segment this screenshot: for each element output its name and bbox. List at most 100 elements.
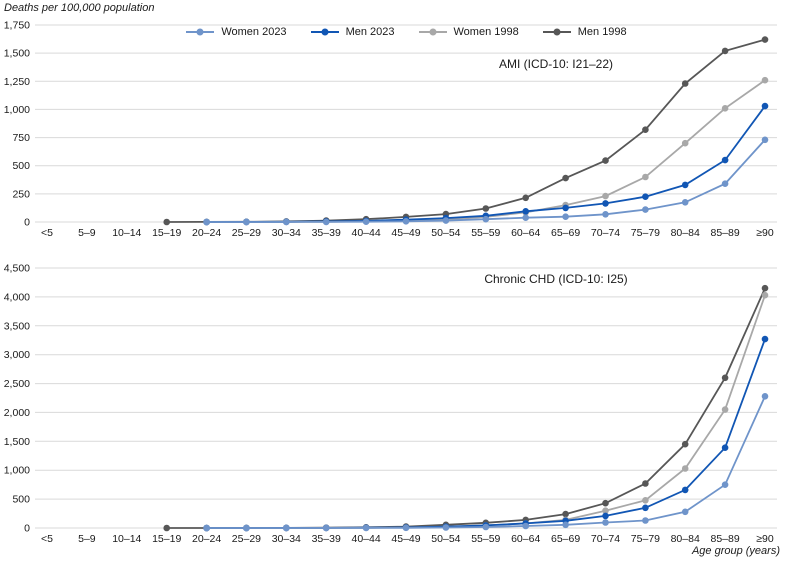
x-tick-label: 65–69 [551, 533, 580, 545]
data-point-marker [602, 157, 609, 164]
data-point-marker [482, 205, 490, 212]
data-point-marker [721, 481, 729, 489]
y-tick-label: 1,250 [4, 76, 30, 88]
x-tick-label: 10–14 [112, 227, 141, 239]
data-point-marker [681, 199, 689, 206]
data-point-marker [203, 218, 210, 226]
data-point-marker [482, 215, 490, 223]
series-line-men-1998 [166, 287, 766, 529]
data-point-marker [562, 510, 569, 518]
y-tick-label: 4,000 [4, 291, 30, 303]
x-tick-label: ≥90 [756, 533, 774, 545]
legend-item-men-1998: Men 1998 [542, 26, 627, 38]
data-point-marker [642, 193, 649, 200]
series-line-women-1998 [206, 294, 766, 529]
data-point-marker [642, 517, 649, 524]
data-point-marker [642, 126, 649, 133]
x-tick-label: 35–39 [312, 533, 341, 545]
data-point-marker [602, 519, 609, 526]
x-tick-label: 85–89 [710, 533, 739, 545]
x-tick-label: <5 [41, 227, 53, 239]
data-point-marker [522, 194, 529, 202]
legend-item-women-2023: Women 2023 [186, 26, 287, 38]
x-tick-label: 60–64 [511, 533, 540, 545]
data-point-marker [721, 105, 729, 112]
legend-dot-icon [196, 28, 204, 36]
data-point-marker [642, 480, 649, 487]
x-tick-label: 50–54 [431, 533, 460, 545]
y-tick-label: 250 [12, 188, 30, 200]
data-point-marker [362, 524, 370, 532]
data-point-marker [562, 204, 569, 212]
data-point-marker [681, 486, 689, 494]
data-point-marker [721, 180, 729, 187]
data-point-marker [402, 218, 410, 225]
data-point-marker [642, 497, 649, 504]
data-point-marker [761, 102, 769, 110]
data-point-marker [322, 218, 330, 226]
x-tick-label: 25–29 [232, 227, 261, 239]
x-tick-label: 25–29 [232, 533, 261, 545]
y-tick-label: 1,000 [4, 465, 30, 477]
chart-title-ami: AMI (ICD-10: I21–22) [498, 57, 614, 71]
legend-dot-icon [321, 28, 329, 36]
x-tick-label: 45–49 [391, 227, 420, 239]
x-tick-label: 65–69 [551, 227, 580, 239]
legend-label: Women 2023 [221, 26, 287, 38]
y-tick-label: 500 [12, 494, 30, 506]
data-point-marker [522, 208, 529, 215]
x-tick-label: 40–44 [351, 227, 380, 239]
data-point-marker [243, 218, 250, 226]
legend-dot-icon [553, 28, 561, 36]
x-tick-label: 70–74 [591, 227, 620, 239]
data-point-marker [442, 524, 450, 531]
series-line-women-1998 [206, 79, 766, 223]
x-tick-label: 60–64 [511, 227, 540, 239]
series-line-women-2023 [206, 395, 766, 529]
data-point-marker [642, 504, 649, 512]
x-tick-label: 40–44 [351, 533, 380, 545]
y-tick-label: 4,500 [4, 263, 30, 275]
data-point-marker [163, 524, 170, 532]
data-point-marker [761, 136, 769, 144]
y-tick-label: 750 [12, 132, 30, 144]
legend-item-women-1998: Women 1998 [418, 26, 519, 38]
data-point-marker [322, 524, 330, 532]
y-tick-label: 3,500 [4, 320, 30, 332]
data-point-marker [761, 76, 769, 84]
x-tick-label: 10–14 [112, 533, 141, 545]
y-tick-label: 0 [24, 523, 30, 535]
data-point-marker [642, 173, 649, 181]
data-point-marker [681, 80, 689, 87]
x-tick-label: 35–39 [312, 227, 341, 239]
data-point-marker [681, 465, 689, 472]
data-point-marker [761, 36, 769, 43]
data-point-marker [562, 174, 569, 182]
data-point-marker [442, 217, 450, 224]
x-tick-label: 80–84 [671, 533, 700, 545]
chart-legend: Women 2023 Men 2023 Women 1998 Men 1998 [36, 24, 777, 40]
x-tick-label: ≥90 [756, 227, 774, 239]
data-point-marker [761, 393, 769, 400]
legend-label: Women 1998 [453, 26, 519, 38]
data-point-marker [402, 524, 410, 532]
x-axis-title: Age group (years) [691, 545, 780, 557]
x-tick-label: 30–34 [272, 533, 301, 545]
y-tick-label: 500 [12, 160, 30, 172]
y-tick-label: 1,750 [4, 20, 30, 32]
y-tick-label: 1,500 [4, 436, 30, 448]
x-tick-label: 75–79 [631, 227, 660, 239]
y-tick-label: 1,500 [4, 48, 30, 60]
x-tick-label: <5 [41, 533, 53, 545]
data-point-marker [203, 524, 210, 532]
x-tick-label: 5–9 [78, 227, 96, 239]
x-tick-label: 85–89 [710, 227, 739, 239]
chart-title-chd: Chronic CHD (ICD-10: I25) [484, 272, 628, 286]
data-point-marker [642, 206, 649, 213]
series-line-men-2023 [206, 338, 766, 529]
series-line-men-2023 [206, 105, 766, 223]
data-point-marker [681, 440, 689, 448]
data-point-marker [721, 47, 729, 55]
x-tick-label: 30–34 [272, 227, 301, 239]
legend-marker-icon [542, 28, 571, 36]
